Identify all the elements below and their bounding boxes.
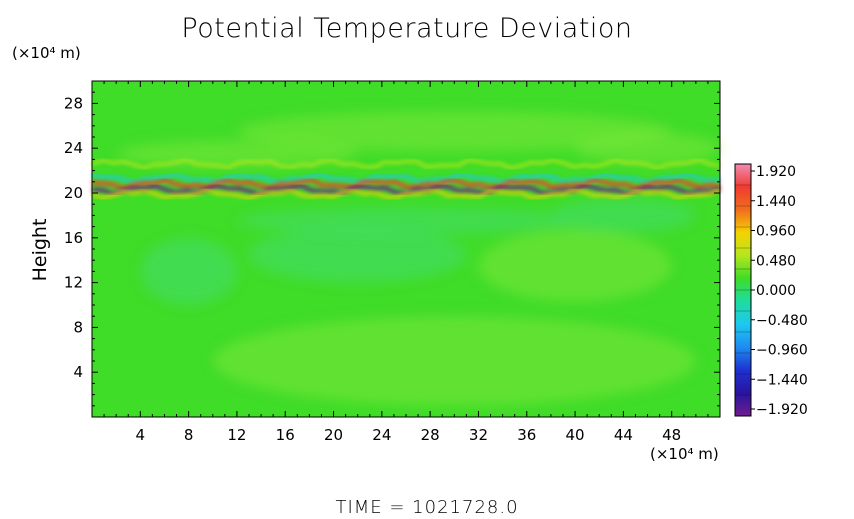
colorbar-ticks: 1.920 1.440 0.960 0.480 0.000 −0.480 −0.960 −1.… (735, 164, 808, 418)
y-axis-unit: (×10⁴ m) (12, 44, 81, 62)
x-tick-label: 36 (517, 426, 536, 444)
heatmap-patch (575, 132, 720, 164)
heatmap-patch (116, 140, 358, 168)
x-tick-label: 4 (136, 426, 146, 444)
y-axis: 4 8 12 16 20 24 28 (64, 91, 720, 407)
heatmap-patch (236, 111, 672, 152)
y-tick-label: 8 (73, 318, 83, 336)
colorbar-tick-label: −1.920 (756, 402, 808, 418)
y-tick-label: 28 (64, 94, 83, 112)
heatmap-patch (550, 198, 696, 233)
x-axis: 4 8 12 16 20 24 28 32 36 40 44 48 (103, 81, 709, 444)
y-tick-label: 16 (64, 229, 83, 247)
heatmap-patches (116, 111, 720, 406)
colorbar-tick-label: 0.000 (756, 283, 796, 299)
x-tick-label: 20 (324, 426, 343, 444)
heatmap-band (91, 188, 721, 201)
colorbar-tick-label: 0.960 (756, 224, 796, 240)
x-tick-label: 28 (421, 426, 440, 444)
x-tick-label: 44 (614, 426, 633, 444)
heatmap-bands (91, 157, 721, 201)
x-tick-label: 32 (469, 426, 488, 444)
colorbar-tick-label: 1.920 (756, 164, 796, 180)
colorbar-tick-label: −0.480 (756, 313, 808, 329)
colorbar: 1.920 1.440 0.960 0.480 0.000 −0.480 −0.960 −1.… (734, 163, 808, 418)
y-tick-label: 12 (64, 274, 83, 292)
time-label: TIME = 1021728.0 (335, 497, 519, 518)
colorbar-tick-label: −0.960 (756, 343, 808, 359)
x-tick-label: 12 (227, 426, 246, 444)
heatmap-band (91, 157, 721, 170)
colorbar-tick-label: 0.480 (756, 253, 796, 269)
y-tick-label: 4 (73, 363, 83, 381)
heatmap-patch (140, 237, 237, 305)
y-tick-label: 20 (64, 184, 83, 202)
heatmap-patch (236, 207, 576, 235)
colorbar-tick-label: −1.440 (756, 372, 808, 388)
x-axis-unit: (×10⁴ m) (650, 445, 719, 463)
x-tick-label: 24 (372, 426, 391, 444)
heatmap-band (91, 177, 721, 191)
x-tick-label: 8 (184, 426, 194, 444)
colorbar-tick-label: 1.440 (756, 194, 796, 210)
x-tick-label: 16 (276, 426, 295, 444)
chart-title: Potential Temperature Deviation (181, 13, 633, 44)
heatmap-band (91, 172, 721, 185)
heatmap-patch (249, 226, 467, 283)
heatmap-patch (478, 229, 672, 302)
plot-area (91, 80, 721, 418)
x-tick-label: 48 (662, 426, 681, 444)
y-tick-label: 24 (64, 139, 83, 157)
heatmap-patch (212, 316, 696, 406)
x-tick-label: 40 (566, 426, 585, 444)
